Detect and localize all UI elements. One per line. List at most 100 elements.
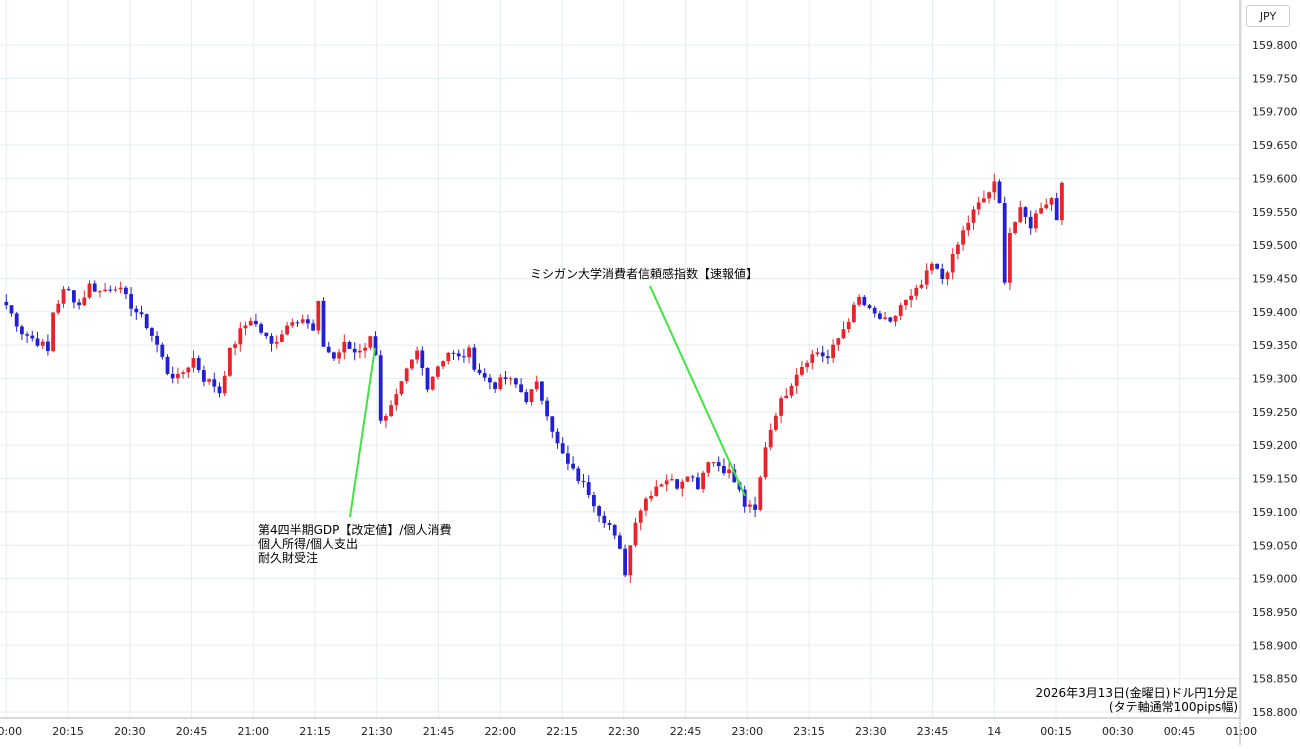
- candle-down: [306, 319, 310, 324]
- x-tick-label: 23:45: [917, 725, 949, 738]
- candle-up: [919, 284, 924, 288]
- x-tick-label: 21:00: [237, 725, 269, 738]
- candle-up: [789, 385, 794, 396]
- y-tick-label: 159.650: [1252, 139, 1298, 152]
- candle-up: [410, 359, 414, 369]
- candle-down: [753, 504, 757, 510]
- grid-lines: [0, 0, 1242, 718]
- candle-down: [607, 523, 612, 525]
- y-tick-label: 158.950: [1252, 606, 1298, 619]
- candle-down: [269, 336, 274, 344]
- candle-up: [961, 230, 965, 245]
- y-tick-label: 158.800: [1252, 706, 1298, 719]
- candle-down: [373, 336, 378, 356]
- candle-up: [467, 347, 471, 358]
- candle-down: [488, 377, 492, 383]
- annotation-gdp-line: 個人所得/個人支出: [258, 536, 358, 551]
- candle-up: [384, 416, 388, 421]
- candle-up: [98, 291, 102, 293]
- y-tick-label: 159.700: [1252, 106, 1298, 119]
- candle-up: [904, 299, 908, 306]
- candle-down: [108, 289, 113, 291]
- x-tick-label: 23:00: [731, 725, 763, 738]
- candle-up: [399, 381, 404, 395]
- candle-down: [867, 305, 872, 309]
- candle-down: [20, 326, 24, 335]
- candle-down: [540, 381, 544, 401]
- candle-down: [503, 377, 508, 379]
- candle-up: [930, 263, 934, 271]
- y-tick-label: 159.350: [1252, 339, 1298, 352]
- candle-up: [441, 361, 445, 367]
- candle-down: [618, 535, 622, 549]
- candle-up: [404, 368, 409, 382]
- candle-down: [66, 289, 71, 291]
- candle-up: [1034, 213, 1038, 229]
- candle-up: [852, 304, 856, 323]
- candle-down: [451, 352, 456, 354]
- candle-down: [217, 386, 222, 394]
- candle-up: [56, 303, 61, 313]
- candle-up: [191, 358, 196, 368]
- candle-up: [982, 198, 986, 203]
- x-tick-label: 00:30: [1102, 725, 1134, 738]
- candle-down: [77, 302, 81, 306]
- candle-down: [462, 356, 466, 358]
- candle-down: [576, 468, 581, 482]
- price-axis[interactable]: 159.800 159.750 159.700 159.650 159.600 159.5…: [1239, 0, 1298, 745]
- candle-up: [280, 334, 284, 342]
- candle-down: [612, 524, 617, 536]
- time-axis[interactable]: 20:00 20:15 20:30 20:45 21:00 21:15 21:30 21:45…: [0, 717, 1257, 738]
- candle-down: [602, 515, 607, 524]
- candle-down: [347, 341, 352, 349]
- candle-up: [898, 305, 903, 316]
- candle-down: [722, 466, 726, 474]
- candle-up: [181, 372, 185, 374]
- candle-down: [586, 482, 591, 495]
- candle-up: [924, 270, 929, 285]
- x-tick-label: 23:15: [793, 725, 825, 738]
- candle-down: [9, 305, 14, 314]
- candle-up: [815, 352, 820, 355]
- y-tick-label: 158.900: [1252, 639, 1298, 652]
- candle-up: [945, 272, 950, 280]
- candles-layer: [4, 173, 1064, 584]
- candle-up: [248, 320, 253, 326]
- currency-badge[interactable]: JPY: [1246, 5, 1290, 27]
- candle-up: [711, 462, 716, 464]
- candle-up: [290, 322, 295, 326]
- candle-down: [514, 378, 518, 385]
- candle-up: [950, 254, 955, 273]
- candle-up: [51, 312, 55, 351]
- candle-down: [524, 392, 529, 403]
- candle-down: [212, 379, 217, 387]
- candle-up: [779, 398, 783, 416]
- candle-up: [368, 336, 373, 348]
- candle-down: [935, 263, 939, 269]
- candle-up: [40, 341, 45, 346]
- y-tick-label: 159.150: [1252, 473, 1298, 486]
- candle-up: [883, 317, 887, 319]
- candle-down: [160, 344, 165, 357]
- candle-down: [716, 462, 721, 467]
- candle-up: [893, 315, 898, 322]
- candle-up: [987, 192, 991, 199]
- candle-down: [165, 356, 170, 374]
- candle-down: [581, 481, 586, 483]
- candle-up: [1039, 208, 1043, 214]
- candle-up: [748, 504, 752, 507]
- candle-up: [113, 289, 118, 291]
- candle-up: [909, 295, 913, 300]
- y-tick-label: 159.750: [1252, 72, 1298, 85]
- candle-up: [644, 498, 648, 511]
- candle-up: [103, 289, 107, 292]
- annotation-leader-gdp: [349, 347, 376, 518]
- candle-down: [332, 352, 336, 359]
- candle-up: [638, 510, 643, 523]
- candle-down: [30, 335, 35, 339]
- candle-down: [124, 287, 128, 295]
- candle-up: [394, 394, 399, 406]
- candle-up: [176, 373, 180, 379]
